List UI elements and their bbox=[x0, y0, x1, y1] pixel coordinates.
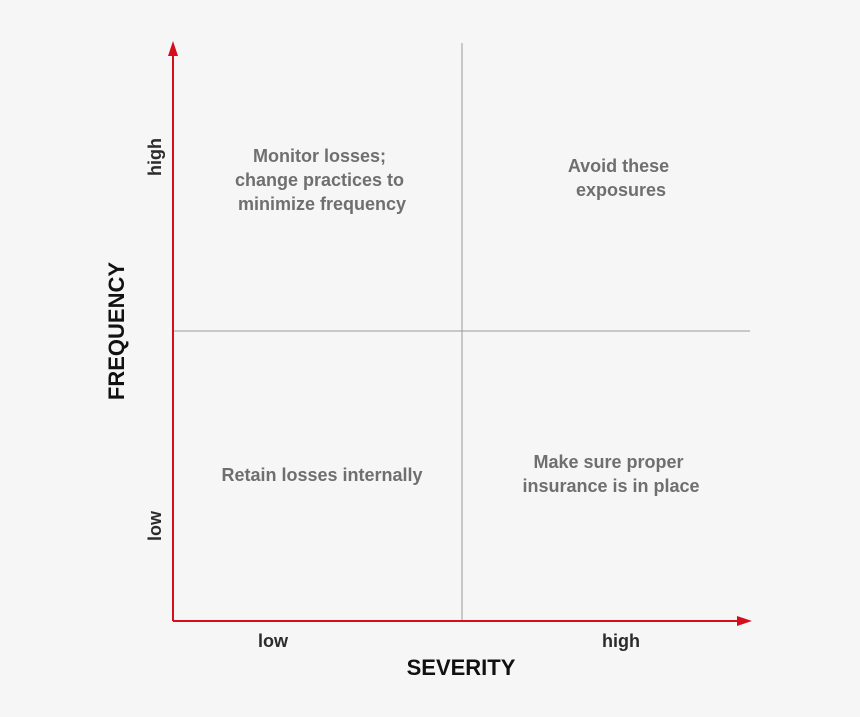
quadrant-bottom-left-text: Retain losses internally bbox=[221, 465, 422, 485]
quadrant-top-right-line-1: Avoid these bbox=[568, 156, 669, 176]
x-axis-arrowhead bbox=[737, 616, 752, 626]
quadrant-bottom-left-line-1: Retain losses internally bbox=[221, 465, 422, 485]
y-axis-title: FREQUENCY bbox=[104, 262, 129, 400]
quadrant-top-left-line-2: change practices to bbox=[235, 170, 404, 190]
quadrant-bottom-right-line-1: Make sure proper bbox=[533, 452, 683, 472]
x-axis-low-label: low bbox=[258, 631, 289, 651]
y-axis-arrowhead bbox=[168, 41, 178, 56]
x-axis-title: SEVERITY bbox=[407, 655, 516, 680]
y-axis-high-label: high bbox=[145, 138, 165, 176]
quadrant-bottom-right-text: Make sure proper insurance is in place bbox=[522, 452, 699, 496]
x-axis-high-label: high bbox=[602, 631, 640, 651]
y-axis-low-label: low bbox=[145, 510, 165, 541]
quadrant-top-right-text: Avoid these exposures bbox=[568, 156, 674, 200]
quadrant-top-right-line-2: exposures bbox=[576, 180, 666, 200]
quadrant-top-left-line-1: Monitor losses; bbox=[253, 146, 386, 166]
quadrant-bottom-right-line-2: insurance is in place bbox=[522, 476, 699, 496]
quadrant-top-left-line-3: minimize frequency bbox=[238, 194, 406, 214]
quadrant-top-left-text: Monitor losses; change practices to mini… bbox=[235, 146, 409, 214]
